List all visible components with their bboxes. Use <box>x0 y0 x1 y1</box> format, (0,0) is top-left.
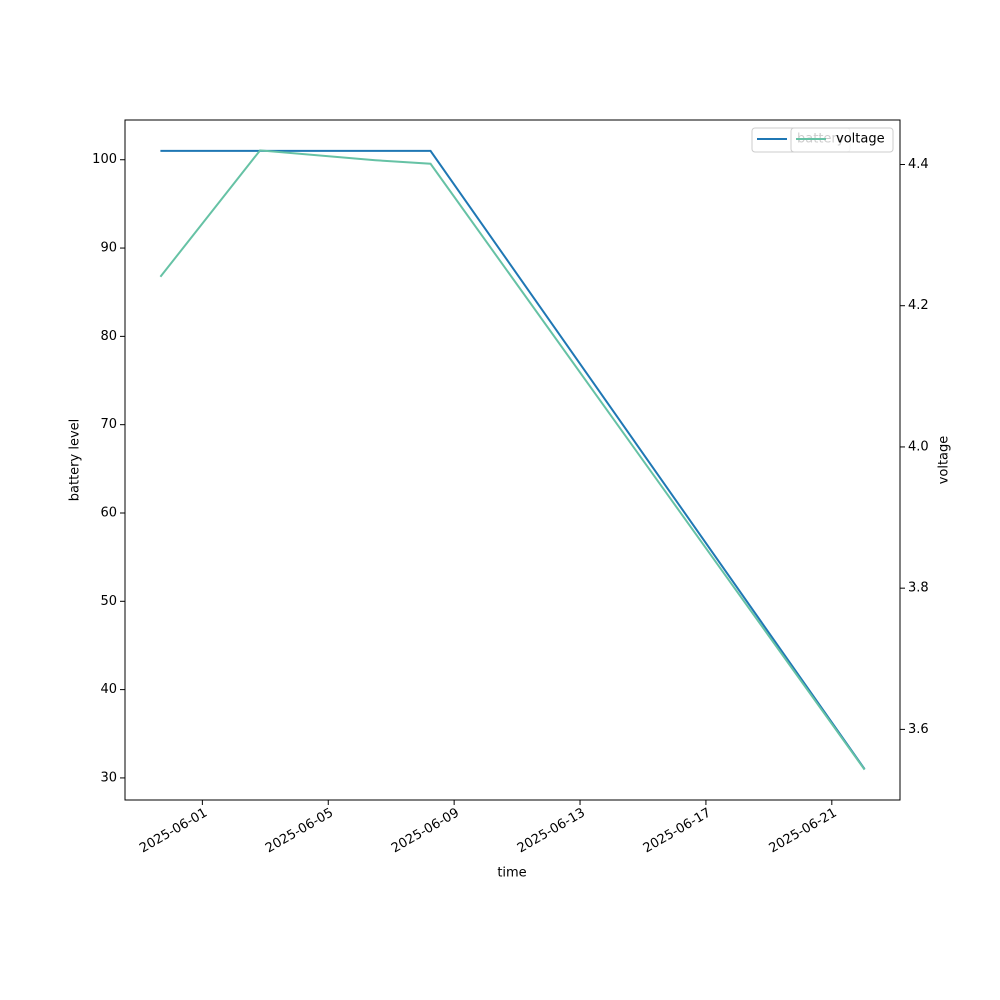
y2-tick-label: 4.2 <box>908 298 929 313</box>
y-axis-label: battery level <box>68 419 83 502</box>
y-tick-label: 70 <box>100 417 117 432</box>
plot-frame <box>124 119 901 801</box>
x-axis-label: time <box>497 866 526 881</box>
x-tick-label: 2025-06-09 <box>389 806 462 857</box>
y-tick-label: 100 <box>92 152 117 167</box>
y2-tick-label: 4.0 <box>908 439 929 454</box>
y-tick-label: 90 <box>100 241 117 256</box>
legend-label: voltage <box>836 132 885 147</box>
y2-tick-label: 4.4 <box>908 157 929 172</box>
y-tick-label: 80 <box>100 329 117 344</box>
y2-axis-label: voltage <box>937 436 952 485</box>
legend-box <box>790 127 894 153</box>
y2-tick-label: 3.8 <box>908 581 929 596</box>
x-tick-label: 2025-06-01 <box>137 806 210 857</box>
line-series <box>160 149 866 770</box>
y-tick-label: 40 <box>100 682 117 697</box>
x-tick-label: 2025-06-05 <box>263 806 336 857</box>
y-tick-label: 60 <box>100 505 117 520</box>
x-tick-label: 2025-06-21 <box>767 806 840 857</box>
line-series <box>159 149 866 771</box>
y-tick-label: 50 <box>100 594 117 609</box>
x-tick-label: 2025-06-17 <box>641 806 714 857</box>
y-tick-label: 30 <box>100 770 117 785</box>
y2-tick-label: 3.6 <box>908 722 929 737</box>
x-tick-label: 2025-06-13 <box>515 806 588 857</box>
